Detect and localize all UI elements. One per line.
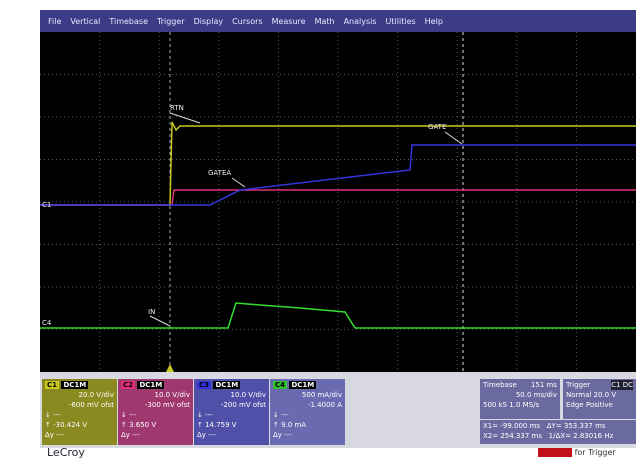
channel-line: -200 mV ofst — [220, 401, 266, 409]
channel-line: Δy --- — [273, 431, 292, 439]
line: 50.0 ms/div — [515, 391, 557, 399]
trace-label: GATEA — [208, 169, 231, 177]
channel-line: 20.0 V/div — [78, 391, 115, 399]
menu-item[interactable]: Analysis — [343, 16, 377, 26]
channel-line: ↑ -30.424 V — [45, 421, 88, 429]
readout: ΔY= 353.337 ms — [546, 422, 606, 430]
channel-line: -600 mV ofst — [68, 401, 114, 409]
channel-line: Δy --- — [45, 431, 64, 439]
menu-item[interactable]: Timebase — [109, 16, 148, 26]
pointer — [169, 112, 201, 124]
logo: LeCroy — [47, 446, 85, 459]
grid — [40, 32, 636, 372]
label: Timebase — [483, 381, 517, 389]
channel-marker: C1 — [42, 201, 51, 209]
channel-line: 10.0 V/div — [154, 391, 191, 399]
trace-label: RTN — [170, 104, 184, 112]
channel-name: C4 — [273, 381, 288, 389]
channel-line: ↑ 14.759 V — [197, 421, 237, 429]
coupling: DC1M — [213, 381, 241, 389]
label: Trigger — [566, 381, 591, 389]
channel-marker: C4 — [42, 319, 52, 327]
channel-box[interactable]: C4 DC1M 500 mA/div -1.4000 A ↓ --- ↑ 9.0 mA Δ… — [270, 379, 345, 445]
menu-item[interactable]: Utilities — [385, 16, 416, 26]
value: 151 ms — [530, 381, 557, 389]
channel-line: ↓ --- — [197, 411, 213, 419]
trace-label: IN — [148, 308, 155, 316]
pointer — [444, 131, 463, 145]
status-text: for Trigger — [574, 448, 616, 457]
menu-item[interactable]: Cursors — [232, 16, 263, 26]
menu-item[interactable]: Help — [424, 16, 443, 26]
readout: X1= -99.000 ms — [483, 422, 541, 430]
line: Edge Positive — [566, 401, 613, 409]
pointer — [231, 177, 246, 188]
trace-c4 — [40, 302, 636, 329]
channel-box[interactable]: C3 DC1M 10.0 V/div -200 mV ofst ↓ --- ↑ 14.7… — [194, 379, 269, 445]
channel-line: Δy --- — [121, 431, 140, 439]
timebase-box[interactable]: Timebase 151 ms 50.0 ms/div 500 kS 1.0 M… — [480, 379, 560, 419]
coupling: DC1M — [137, 381, 165, 389]
trigger-marker — [166, 364, 174, 372]
channel-line: ↓ --- — [273, 411, 289, 419]
value: C1 DC — [611, 380, 633, 390]
trace-c3 — [40, 144, 636, 206]
waveform-display: RTN GATE GATEA IN C1 C4 — [40, 32, 636, 372]
channel-line: 10.0 V/div — [230, 391, 267, 399]
channel-line: 500 mA/div — [301, 391, 342, 399]
coupling: DC1M — [61, 381, 89, 389]
readout: X2= 254.337 ms — [483, 432, 542, 440]
trigger-box[interactable]: Trigger C1 DC Normal 20.0 V Edge Positiv… — [563, 379, 636, 419]
trace-label: GATE — [428, 123, 446, 131]
menu-item[interactable]: Measure — [271, 16, 306, 26]
menu-item[interactable]: Vertical — [70, 16, 101, 26]
menu-item[interactable]: Display — [193, 16, 224, 26]
channel-name: C1 — [45, 381, 60, 389]
channel-line: ↑ 3.650 V — [121, 421, 157, 429]
channel-line: Δy --- — [197, 431, 216, 439]
readout: 1/ΔX= 2.83016 Hz — [548, 432, 614, 440]
line: Normal 20.0 V — [566, 391, 617, 399]
channel-box[interactable]: C1 DC1M 20.0 V/div -600 mV ofst ↓ --- ↑ -30.… — [42, 379, 117, 445]
menu-item[interactable]: Math — [314, 16, 335, 26]
channel-line: ↑ 9.0 mA — [273, 421, 307, 429]
menu-item[interactable]: Trigger — [157, 16, 185, 26]
channel-line: ↓ --- — [121, 411, 137, 419]
pointer — [149, 315, 171, 327]
channel-name: C2 — [121, 381, 136, 389]
channel-line: -300 mV ofst — [144, 401, 190, 409]
line: 500 kS 1.0 MS/s — [483, 401, 540, 409]
coupling: DC1M — [289, 381, 317, 389]
status-badge: Waiting — [538, 448, 573, 457]
channel-box[interactable]: C2 DC1M 10.0 V/div -300 mV ofst ↓ --- ↑ 3.65… — [118, 379, 193, 445]
menu-item[interactable]: File — [48, 16, 62, 26]
menu-bar: File Vertical Timebase Trigger Display C… — [40, 10, 636, 32]
channel-name: C3 — [197, 381, 212, 389]
cursor-readout: X1= -99.000 ms ΔY= 353.337 ms X2= 254.33… — [480, 420, 636, 444]
channel-line: ↓ --- — [45, 411, 61, 419]
channel-line: -1.4000 A — [307, 401, 342, 409]
status: Waiting for Trigger — [538, 448, 616, 457]
